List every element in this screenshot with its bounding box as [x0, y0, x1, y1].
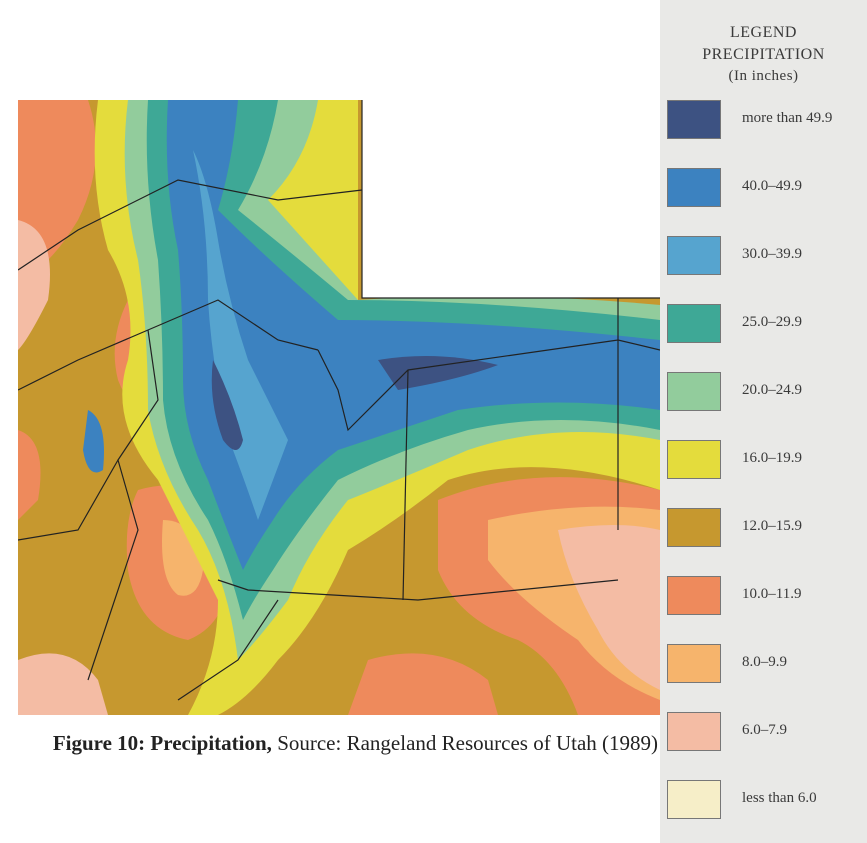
- legend-item: 8.0–9.9: [667, 644, 867, 684]
- legend-item: less than 6.0: [667, 780, 867, 820]
- legend-swatch: [667, 100, 721, 139]
- legend-label: 25.0–29.9: [742, 314, 802, 331]
- page: Figure 10: Precipitation, Source: Rangel…: [0, 0, 867, 843]
- legend-item: 30.0–39.9: [667, 236, 867, 276]
- legend-item: 12.0–15.9: [667, 508, 867, 548]
- figure-caption: Figure 10: Precipitation, Source: Rangel…: [18, 728, 658, 758]
- legend-swatch: [667, 780, 721, 819]
- legend-swatch: [667, 236, 721, 275]
- legend-label: 40.0–49.9: [742, 178, 802, 195]
- legend-label: more than 49.9: [742, 110, 832, 127]
- caption-source: Source: Rangeland Resources of Utah (198…: [277, 731, 658, 755]
- legend-swatch: [667, 644, 721, 683]
- legend-swatch: [667, 372, 721, 411]
- legend-label: 16.0–19.9: [742, 450, 802, 467]
- legend-label: 20.0–24.9: [742, 382, 802, 399]
- legend-label: 10.0–11.9: [742, 586, 801, 603]
- legend-item: 20.0–24.9: [667, 372, 867, 412]
- legend-swatch: [667, 508, 721, 547]
- legend-item: 25.0–29.9: [667, 304, 867, 344]
- legend-label: 8.0–9.9: [742, 654, 787, 671]
- legend-label: 12.0–15.9: [742, 518, 802, 535]
- caption-figure: Figure 10: Precipitation,: [53, 731, 272, 755]
- legend-subtitle: PRECIPITATION: [660, 46, 867, 64]
- legend-swatch: [667, 712, 721, 751]
- legend-swatch: [667, 440, 721, 479]
- legend-units: (In inches): [660, 68, 867, 85]
- legend-item: 40.0–49.9: [667, 168, 867, 208]
- legend-swatch: [667, 168, 721, 207]
- legend-swatch: [667, 304, 721, 343]
- precipitation-map: [18, 100, 660, 715]
- legend-label: 30.0–39.9: [742, 246, 802, 263]
- legend-item: 10.0–11.9: [667, 576, 867, 616]
- legend-item: 6.0–7.9: [667, 712, 867, 752]
- legend-title: LEGEND: [660, 24, 867, 42]
- legend-swatch: [667, 576, 721, 615]
- legend-item: 16.0–19.9: [667, 440, 867, 480]
- legend-label: 6.0–7.9: [742, 722, 787, 739]
- legend-label: less than 6.0: [742, 790, 817, 807]
- legend-item: more than 49.9: [667, 100, 867, 140]
- legend: LEGEND PRECIPITATION (In inches) more th…: [660, 0, 867, 843]
